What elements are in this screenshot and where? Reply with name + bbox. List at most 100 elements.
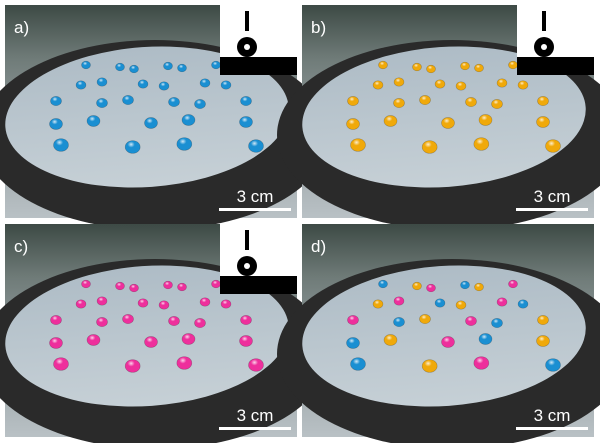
droplet-shine bbox=[384, 334, 397, 346]
droplet-shine bbox=[182, 114, 195, 126]
scale-bar bbox=[219, 427, 291, 430]
droplet-shine bbox=[50, 96, 62, 106]
scale-bar-label: 3 cm bbox=[237, 406, 274, 425]
droplet-shine bbox=[239, 116, 253, 128]
panel: a) 3 cm bbox=[0, 5, 330, 230]
droplet-shine bbox=[422, 140, 438, 154]
droplet-shine bbox=[537, 315, 549, 325]
droplet-shine bbox=[168, 316, 180, 326]
inset-substrate bbox=[220, 276, 297, 294]
droplet-shine bbox=[508, 280, 518, 288]
droplet-shine bbox=[182, 333, 195, 345]
droplet-shine bbox=[497, 297, 507, 307]
droplet-shine bbox=[177, 64, 187, 72]
droplet-shine bbox=[122, 95, 134, 105]
droplet-shine bbox=[545, 358, 561, 372]
droplet-shine bbox=[122, 314, 134, 324]
droplet-shine bbox=[87, 334, 100, 346]
droplet-shine bbox=[460, 62, 470, 70]
droplet-shine bbox=[159, 300, 169, 310]
droplet-shine bbox=[53, 357, 69, 371]
droplet-shine bbox=[177, 283, 187, 291]
contact-angle-inset bbox=[517, 5, 594, 75]
droplet-shine bbox=[240, 96, 252, 106]
droplet-shine bbox=[346, 337, 360, 349]
droplet-shine bbox=[211, 61, 221, 69]
scale-bar-label: 3 cm bbox=[534, 406, 571, 425]
droplet-shine bbox=[194, 318, 206, 328]
droplet-shine bbox=[163, 62, 173, 70]
droplet-shine bbox=[76, 80, 86, 90]
droplet-shine bbox=[125, 140, 141, 154]
scale-bar-label: 3 cm bbox=[237, 187, 274, 206]
droplet-shine bbox=[81, 280, 91, 288]
droplet-shine bbox=[378, 280, 388, 288]
droplet-shine bbox=[115, 63, 125, 71]
droplet-shine bbox=[537, 96, 549, 106]
droplet-shine bbox=[465, 97, 477, 107]
droplet-shine bbox=[159, 81, 169, 91]
droplet-shine bbox=[221, 299, 231, 309]
droplet-shine bbox=[49, 337, 63, 349]
droplet-shine bbox=[96, 98, 108, 108]
droplet-shine bbox=[347, 96, 359, 106]
contact-angle-inset bbox=[220, 224, 297, 294]
droplet-shine bbox=[384, 115, 397, 127]
panel: b) 3 cm bbox=[277, 5, 600, 230]
plate bbox=[302, 46, 586, 188]
inset-highlight bbox=[244, 263, 250, 269]
droplet-shine bbox=[491, 318, 503, 328]
scale-bar bbox=[516, 208, 588, 211]
droplet-shine bbox=[350, 357, 366, 371]
droplet-shine bbox=[426, 65, 436, 73]
droplet-shine bbox=[81, 61, 91, 69]
droplet-shine bbox=[426, 284, 436, 292]
droplet-shine bbox=[474, 283, 484, 291]
plate bbox=[302, 265, 586, 407]
droplet-shine bbox=[465, 316, 477, 326]
inset-substrate bbox=[220, 57, 297, 75]
droplet-shine bbox=[144, 117, 158, 129]
droplet-shine bbox=[87, 115, 100, 127]
panel-label: c) bbox=[14, 237, 28, 256]
scale-bar bbox=[516, 427, 588, 430]
droplet-shine bbox=[435, 298, 445, 308]
contact-angle-inset bbox=[220, 5, 297, 75]
droplet-shine bbox=[473, 356, 489, 370]
inset-substrate bbox=[517, 57, 594, 75]
droplet-shine bbox=[76, 299, 86, 309]
droplet-shine bbox=[248, 358, 264, 372]
droplet-shine bbox=[176, 137, 192, 151]
needle bbox=[542, 11, 546, 31]
droplet-shine bbox=[373, 299, 383, 309]
droplet-shine bbox=[536, 335, 550, 347]
droplet-shine bbox=[200, 78, 210, 88]
panel-label: d) bbox=[311, 237, 326, 256]
droplet-shine bbox=[129, 65, 139, 73]
droplet-shine bbox=[479, 333, 492, 345]
droplet-shine bbox=[545, 139, 561, 153]
droplet-shine bbox=[211, 280, 221, 288]
droplet-shine bbox=[536, 116, 550, 128]
droplet-shine bbox=[176, 356, 192, 370]
droplet-shine bbox=[419, 95, 431, 105]
panel-label: b) bbox=[311, 18, 326, 37]
plate bbox=[5, 46, 289, 188]
droplet-shine bbox=[350, 138, 366, 152]
inset-highlight bbox=[244, 44, 250, 50]
droplet-shine bbox=[115, 282, 125, 290]
droplet-shine bbox=[394, 296, 404, 306]
droplet-shine bbox=[491, 99, 503, 109]
droplet-shine bbox=[248, 139, 264, 153]
droplet-shine bbox=[412, 63, 422, 71]
droplet-shine bbox=[239, 335, 253, 347]
droplet-shine bbox=[419, 314, 431, 324]
droplet-shine bbox=[373, 80, 383, 90]
scale-bar-label: 3 cm bbox=[534, 187, 571, 206]
droplet-shine bbox=[53, 138, 69, 152]
droplet-shine bbox=[138, 298, 148, 308]
droplet-shine bbox=[347, 315, 359, 325]
droplet-shine bbox=[474, 64, 484, 72]
droplet-shine bbox=[456, 81, 466, 91]
